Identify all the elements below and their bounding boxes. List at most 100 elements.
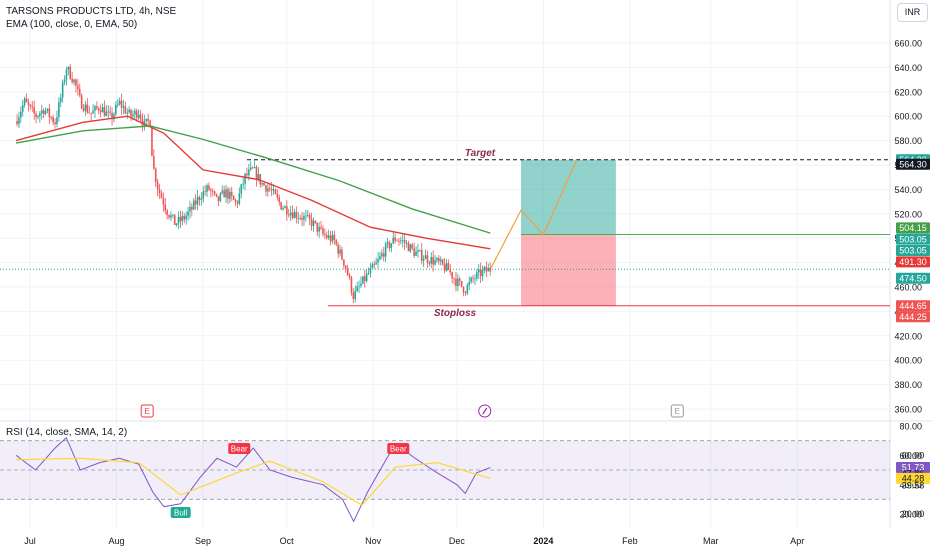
candle-body	[31, 105, 34, 108]
candle-body	[244, 173, 246, 184]
price-label-bg	[896, 311, 930, 323]
candle-body	[50, 117, 53, 118]
grid	[0, 0, 932, 528]
candle-body	[153, 156, 155, 169]
candle-body	[479, 269, 482, 277]
rsi-tick-label: 40.00	[899, 480, 922, 490]
candle-body	[462, 286, 465, 293]
price-tick-label: 400.00	[894, 356, 922, 366]
candle-body	[390, 243, 393, 249]
chart-title: TARSONS PRODUCTS LTD, 4h, NSE	[6, 6, 177, 17]
long-position-tool[interactable]: Target Stoploss	[0, 148, 890, 319]
time-tick-label: Mar	[703, 536, 719, 546]
price-tick-label: 660.00	[894, 39, 922, 49]
rsi-value-bg	[896, 472, 930, 484]
candle-body	[297, 217, 300, 219]
candle-body	[367, 273, 370, 275]
candle-body	[181, 216, 184, 222]
candle-body	[61, 82, 64, 98]
candle-body	[322, 228, 324, 234]
candle-body	[445, 263, 448, 271]
candle-body	[92, 110, 94, 114]
candle-body	[58, 101, 60, 118]
candle-body	[46, 108, 49, 111]
candle-body	[20, 111, 22, 118]
price-axis: 360.00380.00400.00420.00440.00460.00480.…	[894, 39, 930, 520]
candle-body	[211, 190, 214, 192]
rsi-value-label: 60.00	[902, 451, 925, 461]
price-tick-label: 520.00	[894, 209, 922, 219]
candle-body	[312, 220, 315, 226]
candle-body	[120, 100, 123, 108]
bear-label-bg	[228, 443, 251, 454]
candle-body	[240, 184, 243, 194]
earnings-marker	[670, 404, 684, 418]
ema-100-line	[15, 115, 491, 250]
currency-button[interactable]: INR	[897, 3, 928, 22]
candle-body	[234, 199, 237, 202]
rsi-value-label: 39.58	[902, 480, 925, 490]
candle-body	[109, 111, 111, 113]
candle-body	[82, 108, 85, 111]
candle-body	[21, 104, 24, 112]
candle-body	[306, 214, 309, 216]
candle-body	[303, 216, 305, 220]
candle-body	[356, 286, 358, 292]
candle-body	[439, 259, 442, 262]
candle-body	[348, 275, 351, 278]
candle-body	[18, 117, 20, 125]
time-tick-label: Dec	[449, 536, 466, 546]
candle-body	[56, 117, 58, 125]
candle-body	[246, 173, 248, 176]
candle-body	[280, 202, 282, 210]
candle-body	[265, 185, 267, 192]
candle-body	[156, 182, 159, 190]
candle-body	[341, 249, 343, 260]
candle-body	[476, 272, 478, 279]
price-label: 444.25	[899, 312, 927, 322]
stop-zone	[521, 234, 616, 307]
price-label-bg	[896, 158, 930, 170]
candle-body	[208, 185, 210, 190]
candle-body	[179, 216, 182, 222]
candle-body	[470, 277, 472, 282]
candle-body	[202, 191, 205, 199]
earnings-letter: E	[675, 407, 680, 416]
time-tick-label: Sep	[195, 536, 211, 546]
candle-body	[59, 97, 62, 102]
candle-body	[137, 114, 140, 118]
candle-body	[346, 268, 349, 276]
target-zone	[521, 159, 616, 235]
price-label: 491.30	[899, 257, 927, 267]
candle-body	[134, 110, 136, 115]
candle-body	[350, 277, 353, 293]
bull-label: Bull	[174, 509, 188, 518]
candle-body	[422, 259, 425, 261]
candle-body	[413, 248, 415, 256]
bear-label: Bear	[390, 445, 407, 454]
candle-body	[443, 264, 446, 271]
candle-body	[339, 249, 341, 254]
time-axis: Jul Aug Sep Oct Nov Dec 2024 Feb Mar Apr	[24, 536, 804, 546]
candle-body	[314, 220, 317, 223]
candle-body	[481, 269, 484, 277]
candle-body	[97, 108, 100, 111]
candle-body	[329, 235, 332, 242]
candle-body	[287, 214, 290, 216]
candle-body	[457, 278, 459, 287]
candle-body	[468, 281, 471, 285]
candle-body	[33, 107, 35, 114]
candle-body	[382, 253, 385, 257]
candle-body	[135, 110, 138, 118]
candle-body	[344, 265, 347, 269]
candle-body	[227, 189, 229, 199]
candle-body	[409, 244, 412, 252]
ema-200-line	[15, 125, 491, 234]
candle-body	[154, 168, 157, 183]
candle-body	[343, 259, 345, 266]
price-tick-label: 460.00	[894, 283, 922, 293]
candle-body	[54, 122, 56, 125]
candle-body	[219, 193, 222, 201]
candle-body	[460, 280, 463, 287]
